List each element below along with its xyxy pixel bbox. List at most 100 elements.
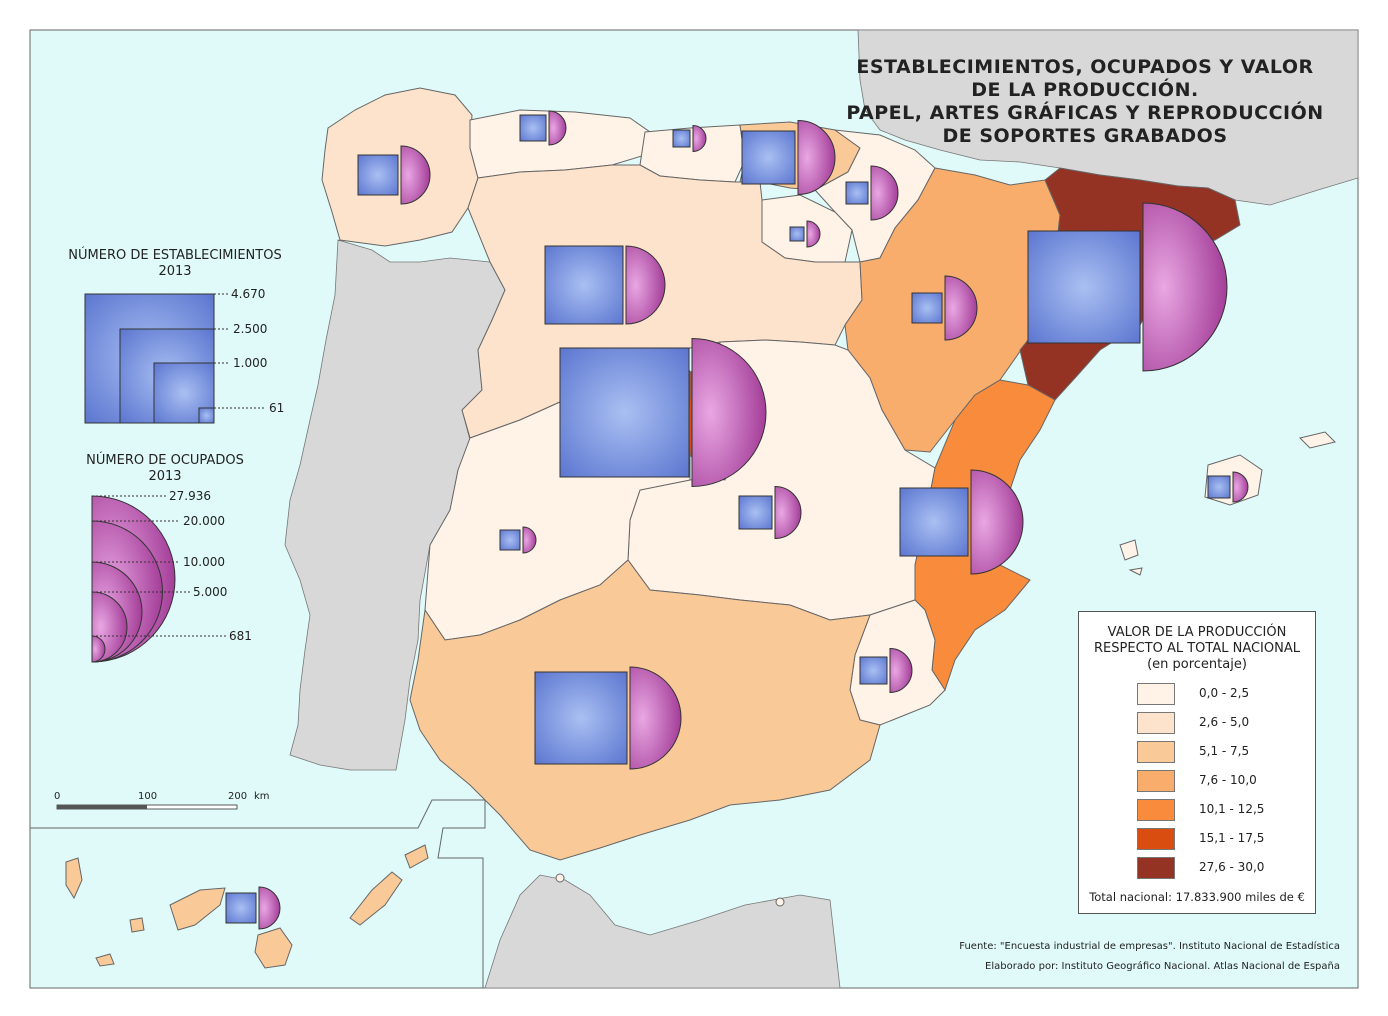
legend-class-swatch xyxy=(1137,683,1175,705)
ocupados-semicircle-galicia xyxy=(400,145,431,205)
legend-semicircle-681 xyxy=(91,635,106,663)
legend-valor-produccion: VALOR DE LA PRODUCCIÓN RESPECTO AL TOTAL… xyxy=(1078,611,1316,914)
map-title: ESTABLECIMIENTOS, OCUPADOS Y VALOR DE LA… xyxy=(840,56,1330,148)
island-menorca xyxy=(1299,431,1336,449)
legend-ocupados-heading: NÚMERO DE OCUPADOS 2013 xyxy=(40,453,290,485)
title-line: ESTABLECIMIENTOS, OCUPADOS Y VALOR xyxy=(856,56,1314,78)
island-fuerteventura xyxy=(349,871,403,926)
establecimientos-square-pais-vasco xyxy=(741,130,796,185)
legend-value-label: 61 xyxy=(269,401,285,415)
legend-value-label: 4.670 xyxy=(231,287,266,301)
legend-heading-line: NÚMERO DE OCUPADOS xyxy=(86,453,244,468)
establecimientos-square-aragon xyxy=(911,292,943,324)
title-line: DE SOPORTES GRABADOS xyxy=(942,125,1228,147)
legend-valor-total: Total nacional: 17.833.900 miles de € xyxy=(1089,890,1305,904)
scale-tick-label: 200 xyxy=(228,791,248,802)
island-el-hierro xyxy=(95,953,115,967)
legend-class-swatch xyxy=(1137,799,1175,821)
legend-class-label: 5,1 - 7,5 xyxy=(1199,744,1250,758)
ocupados-semicircle-cataluna xyxy=(1142,202,1228,372)
legend-class-label: 27,6 - 30,0 xyxy=(1199,860,1265,874)
ocupados-semicircle-valenciana xyxy=(970,469,1024,575)
legend-class-swatch xyxy=(1137,857,1175,879)
ocupados-semicircle-baleares xyxy=(1232,471,1249,503)
legend-class-swatch xyxy=(1137,770,1175,792)
ocupados-semicircle-asturias xyxy=(548,110,567,146)
island-la-palma xyxy=(65,857,83,900)
legend-valor-heading: VALOR DE LA PRODUCCIÓN RESPECTO AL TOTAL… xyxy=(1079,625,1315,673)
legend-value-label: 681 xyxy=(229,629,252,643)
legend-class-label: 10,1 - 12,5 xyxy=(1199,802,1265,816)
legend-class-label: 2,6 - 5,0 xyxy=(1199,715,1250,729)
proportional-symbols xyxy=(225,110,1249,930)
title-line: DE LA PRODUCCIÓN. xyxy=(971,79,1199,101)
legend-class-label: 7,6 - 10,0 xyxy=(1199,773,1257,787)
ocupados-semicircle-la-rioja xyxy=(806,220,821,248)
ocupados-semicircle-andalucia xyxy=(629,666,682,770)
legend-heading-line: 2013 xyxy=(148,469,182,484)
establecimientos-square-galicia xyxy=(357,154,399,196)
ocupados-semicircle-canarias xyxy=(258,886,281,930)
ocupados-semicircle-aragon xyxy=(944,275,978,341)
establecimientos-square-cantabria xyxy=(672,129,691,148)
legend-class-swatch xyxy=(1137,741,1175,763)
canarias-inset-frame xyxy=(29,799,486,989)
city-ceuta xyxy=(555,873,565,883)
establecimientos-square-la-rioja xyxy=(789,226,805,242)
establecimientos-square-valenciana xyxy=(899,487,969,557)
legend-class-swatch xyxy=(1137,828,1175,850)
legend-heading-line: VALOR DE LA PRODUCCIÓN xyxy=(1107,625,1287,640)
legend-value-label: 2.500 xyxy=(233,322,268,336)
legend-value-label: 5.000 xyxy=(193,585,228,599)
legend-square-61 xyxy=(198,407,215,424)
island-ibiza xyxy=(1119,539,1139,561)
establecimientos-square-baleares xyxy=(1207,475,1231,499)
island-gran-canaria xyxy=(254,927,293,969)
legend-class-swatch xyxy=(1137,712,1175,734)
city-melilla xyxy=(775,897,785,907)
establecimientos-square-canarias xyxy=(225,892,257,924)
ocupados-semicircle-castilla-la-mancha xyxy=(774,485,802,540)
establecimientos-square-extremadura xyxy=(499,529,521,551)
title-line: PAPEL, ARTES GRÁFICAS Y REPRODUCCIÓN xyxy=(846,102,1324,124)
island-tenerife xyxy=(169,887,226,931)
legend-value-label: 20.000 xyxy=(183,514,225,528)
legend-heading-line: (en porcentaje) xyxy=(1147,657,1247,672)
ocupados-semicircle-navarra xyxy=(870,165,899,221)
ocupados-semicircle-cantabria xyxy=(692,124,707,153)
establecimientos-square-murcia xyxy=(859,656,888,685)
establecimientos-square-navarra xyxy=(845,181,869,205)
establecimientos-square-castilla-leon xyxy=(544,245,624,325)
scale-tick-label: 0 xyxy=(54,791,61,802)
establecimientos-square-andalucia xyxy=(534,671,628,765)
establecimientos-square-asturias xyxy=(519,114,547,142)
legend-class-label: 0,0 - 2,5 xyxy=(1199,686,1250,700)
legend-value-label: 10.000 xyxy=(183,555,225,569)
legend-value-label: 27.936 xyxy=(169,489,211,503)
island-formentera xyxy=(1128,567,1143,576)
scale-unit-label: km xyxy=(254,791,270,802)
author-note: Elaborado por: Instituto Geográfico Naci… xyxy=(985,961,1340,972)
legend-value-label: 1.000 xyxy=(233,356,268,370)
legend-heading-line: RESPECTO AL TOTAL NACIONAL xyxy=(1094,641,1300,656)
legend-heading-line: NÚMERO DE ESTABLECIMIENTOS xyxy=(68,248,282,263)
ocupados-semicircle-extremadura xyxy=(522,526,537,554)
scale-tick-label: 100 xyxy=(138,791,158,802)
ocupados-semicircle-murcia xyxy=(889,647,913,694)
establecimientos-square-castilla-la-mancha xyxy=(738,495,773,530)
establecimientos-square-madrid xyxy=(559,347,690,478)
legend-class-label: 15,1 - 17,5 xyxy=(1199,831,1265,845)
ocupados-semicircle-pais-vasco xyxy=(797,119,836,196)
legend-heading-line: 2013 xyxy=(158,264,192,279)
legend-establecimientos-symbols xyxy=(84,293,266,424)
legend-ocupados-symbols xyxy=(91,495,226,663)
region-asturias xyxy=(469,109,651,179)
ocupados-semicircle-madrid xyxy=(691,337,767,488)
island-lanzarote xyxy=(404,844,429,869)
ocupados-semicircle-castilla-leon xyxy=(625,245,666,325)
scale-bar xyxy=(56,804,238,810)
establecimientos-square-cataluna xyxy=(1027,230,1141,344)
island-la-gomera xyxy=(129,917,145,933)
morocco-land xyxy=(484,874,841,989)
